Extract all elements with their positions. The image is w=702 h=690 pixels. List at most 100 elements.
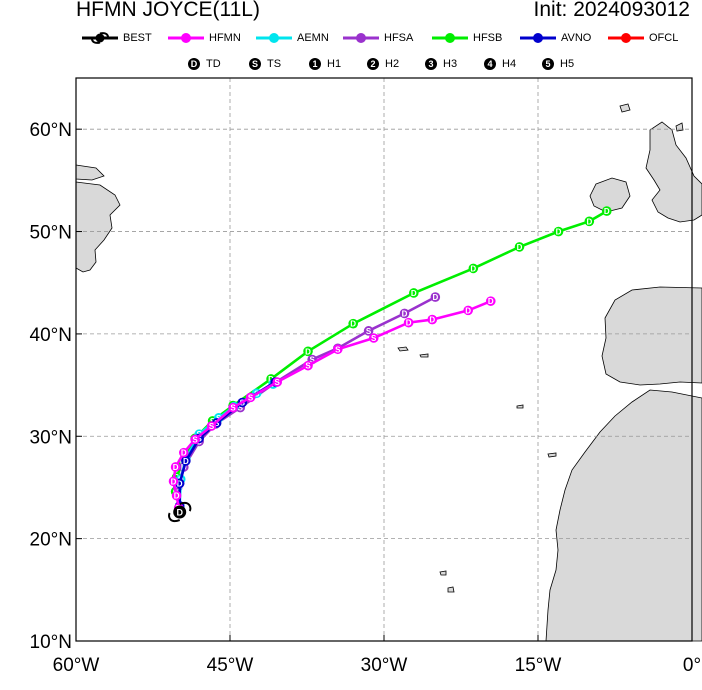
track-point-label: S xyxy=(192,435,198,444)
land-layer xyxy=(75,103,702,642)
land-africa xyxy=(545,389,702,642)
track-point-label: D xyxy=(181,449,187,458)
track-point: D xyxy=(168,476,179,487)
track-point: S xyxy=(303,360,313,371)
track-point-label: D xyxy=(517,243,523,252)
lon-tick-label: 30°W xyxy=(361,655,408,676)
lat-tick-label: 60°N xyxy=(30,120,72,141)
model-legend: BEST HFMN AEMN HFSA HFSB AVNO OFCL xyxy=(0,30,702,50)
track-point: D xyxy=(427,314,438,325)
track-point: D xyxy=(179,447,189,458)
legend-line-icon xyxy=(520,33,556,43)
track-point: S xyxy=(363,326,374,336)
intensity-label: H1 xyxy=(327,58,342,70)
intensity-item-ts: S TS xyxy=(249,58,281,70)
track-point-marker xyxy=(368,333,379,343)
track-point: D xyxy=(463,305,473,315)
track-point-label: S xyxy=(335,345,341,354)
track-point-label: D xyxy=(411,289,417,298)
track-point-label: D xyxy=(171,477,177,486)
land-madeira xyxy=(516,404,524,409)
track-line xyxy=(172,299,492,509)
intensity-symbol: D xyxy=(188,58,200,70)
track-point-label: D xyxy=(604,207,610,216)
legend-line-icon xyxy=(256,33,292,43)
track-point-marker xyxy=(427,314,438,325)
track-point-marker xyxy=(303,346,313,357)
track-point: D xyxy=(170,462,181,472)
track-point-marker xyxy=(399,308,410,319)
map-title: HFMN JOYCE(11L) xyxy=(76,0,260,21)
track-point-marker xyxy=(430,292,441,302)
track-line xyxy=(178,382,274,506)
track-point-label: D xyxy=(175,483,181,492)
track-point-label: D xyxy=(470,264,476,273)
track-point-marker xyxy=(408,288,419,298)
track-point-marker xyxy=(179,447,189,458)
track-point-label: D xyxy=(465,306,471,315)
track-point-label: S xyxy=(238,404,244,413)
track-point: S xyxy=(368,333,379,343)
track-point-label: D xyxy=(177,479,183,488)
intensity-item-h2: 2 H2 xyxy=(367,58,399,70)
intensity-symbol: 4 xyxy=(484,58,496,70)
track-point-marker xyxy=(206,421,217,431)
intensity-symbol: S xyxy=(249,58,261,70)
legend-item-aemn: AEMN xyxy=(254,30,329,46)
legend-label: HFMN xyxy=(209,32,241,44)
legend-label: BEST xyxy=(123,32,152,44)
track-point-marker xyxy=(272,377,283,387)
track-point-marker xyxy=(181,456,191,466)
lat-tick-label: 40°N xyxy=(30,325,72,346)
track-point-label: S xyxy=(371,334,377,343)
land-newfoundland xyxy=(75,181,121,273)
track-point: S xyxy=(272,377,283,387)
land-labrador xyxy=(75,164,105,181)
intensity-label: H2 xyxy=(385,58,400,70)
land-britain xyxy=(645,121,702,223)
track-point: S xyxy=(333,344,343,354)
track-point: D xyxy=(468,263,479,273)
land-azores xyxy=(397,346,409,352)
track-point-label: D xyxy=(556,228,562,237)
legend-label: AEMN xyxy=(297,32,329,44)
legend-item-hfsb: HFSB xyxy=(430,30,502,46)
track-point-marker xyxy=(168,476,179,487)
track-point-label: D xyxy=(402,309,408,318)
intensity-symbol: 2 xyxy=(367,58,379,70)
legend-line-icon xyxy=(432,33,468,43)
lat-tick-label: 50°N xyxy=(30,223,72,244)
legend-line-icon xyxy=(343,33,379,43)
legend-item-best: BEST xyxy=(80,30,152,46)
track-point-marker xyxy=(601,206,612,216)
track-point: S xyxy=(206,421,217,431)
best-track: D xyxy=(168,502,192,523)
lon-tick-label: 15°W xyxy=(515,655,562,676)
track-point: D xyxy=(485,296,496,306)
track-point-marker xyxy=(514,242,525,252)
track-point-marker xyxy=(190,434,200,445)
track-point-label: D xyxy=(350,320,356,329)
track-point-marker xyxy=(170,462,181,472)
intensity-item-h5: 5 H5 xyxy=(542,58,574,70)
track-point-label: S xyxy=(230,404,236,413)
track-point-marker xyxy=(303,360,313,371)
track-point-marker xyxy=(171,490,182,501)
hurricane-symbol-icon xyxy=(168,512,181,523)
hurricane-symbol-icon xyxy=(179,502,192,512)
intensity-label: H4 xyxy=(502,58,517,70)
lat-tick-label: 30°N xyxy=(30,427,72,448)
land-faroe xyxy=(619,103,631,113)
track-hfsb: DDDDSSSDDDDDDDDD xyxy=(170,206,612,511)
grid-lines xyxy=(76,78,692,641)
intensity-symbol: 3 xyxy=(425,58,437,70)
track-point-marker xyxy=(403,317,414,328)
track-point: D xyxy=(553,226,564,237)
intensity-label: TS xyxy=(267,58,282,70)
track-point-label: D xyxy=(488,297,494,306)
track-point-label: S xyxy=(209,422,215,431)
forecast-tracks: DDDDSSSDDDDDDDDDDDDSSSSSSSDDDDDSSSSSDDDS… xyxy=(168,206,612,513)
legend-item-ofcl: OFCL xyxy=(606,30,678,46)
track-point: D xyxy=(348,318,359,329)
